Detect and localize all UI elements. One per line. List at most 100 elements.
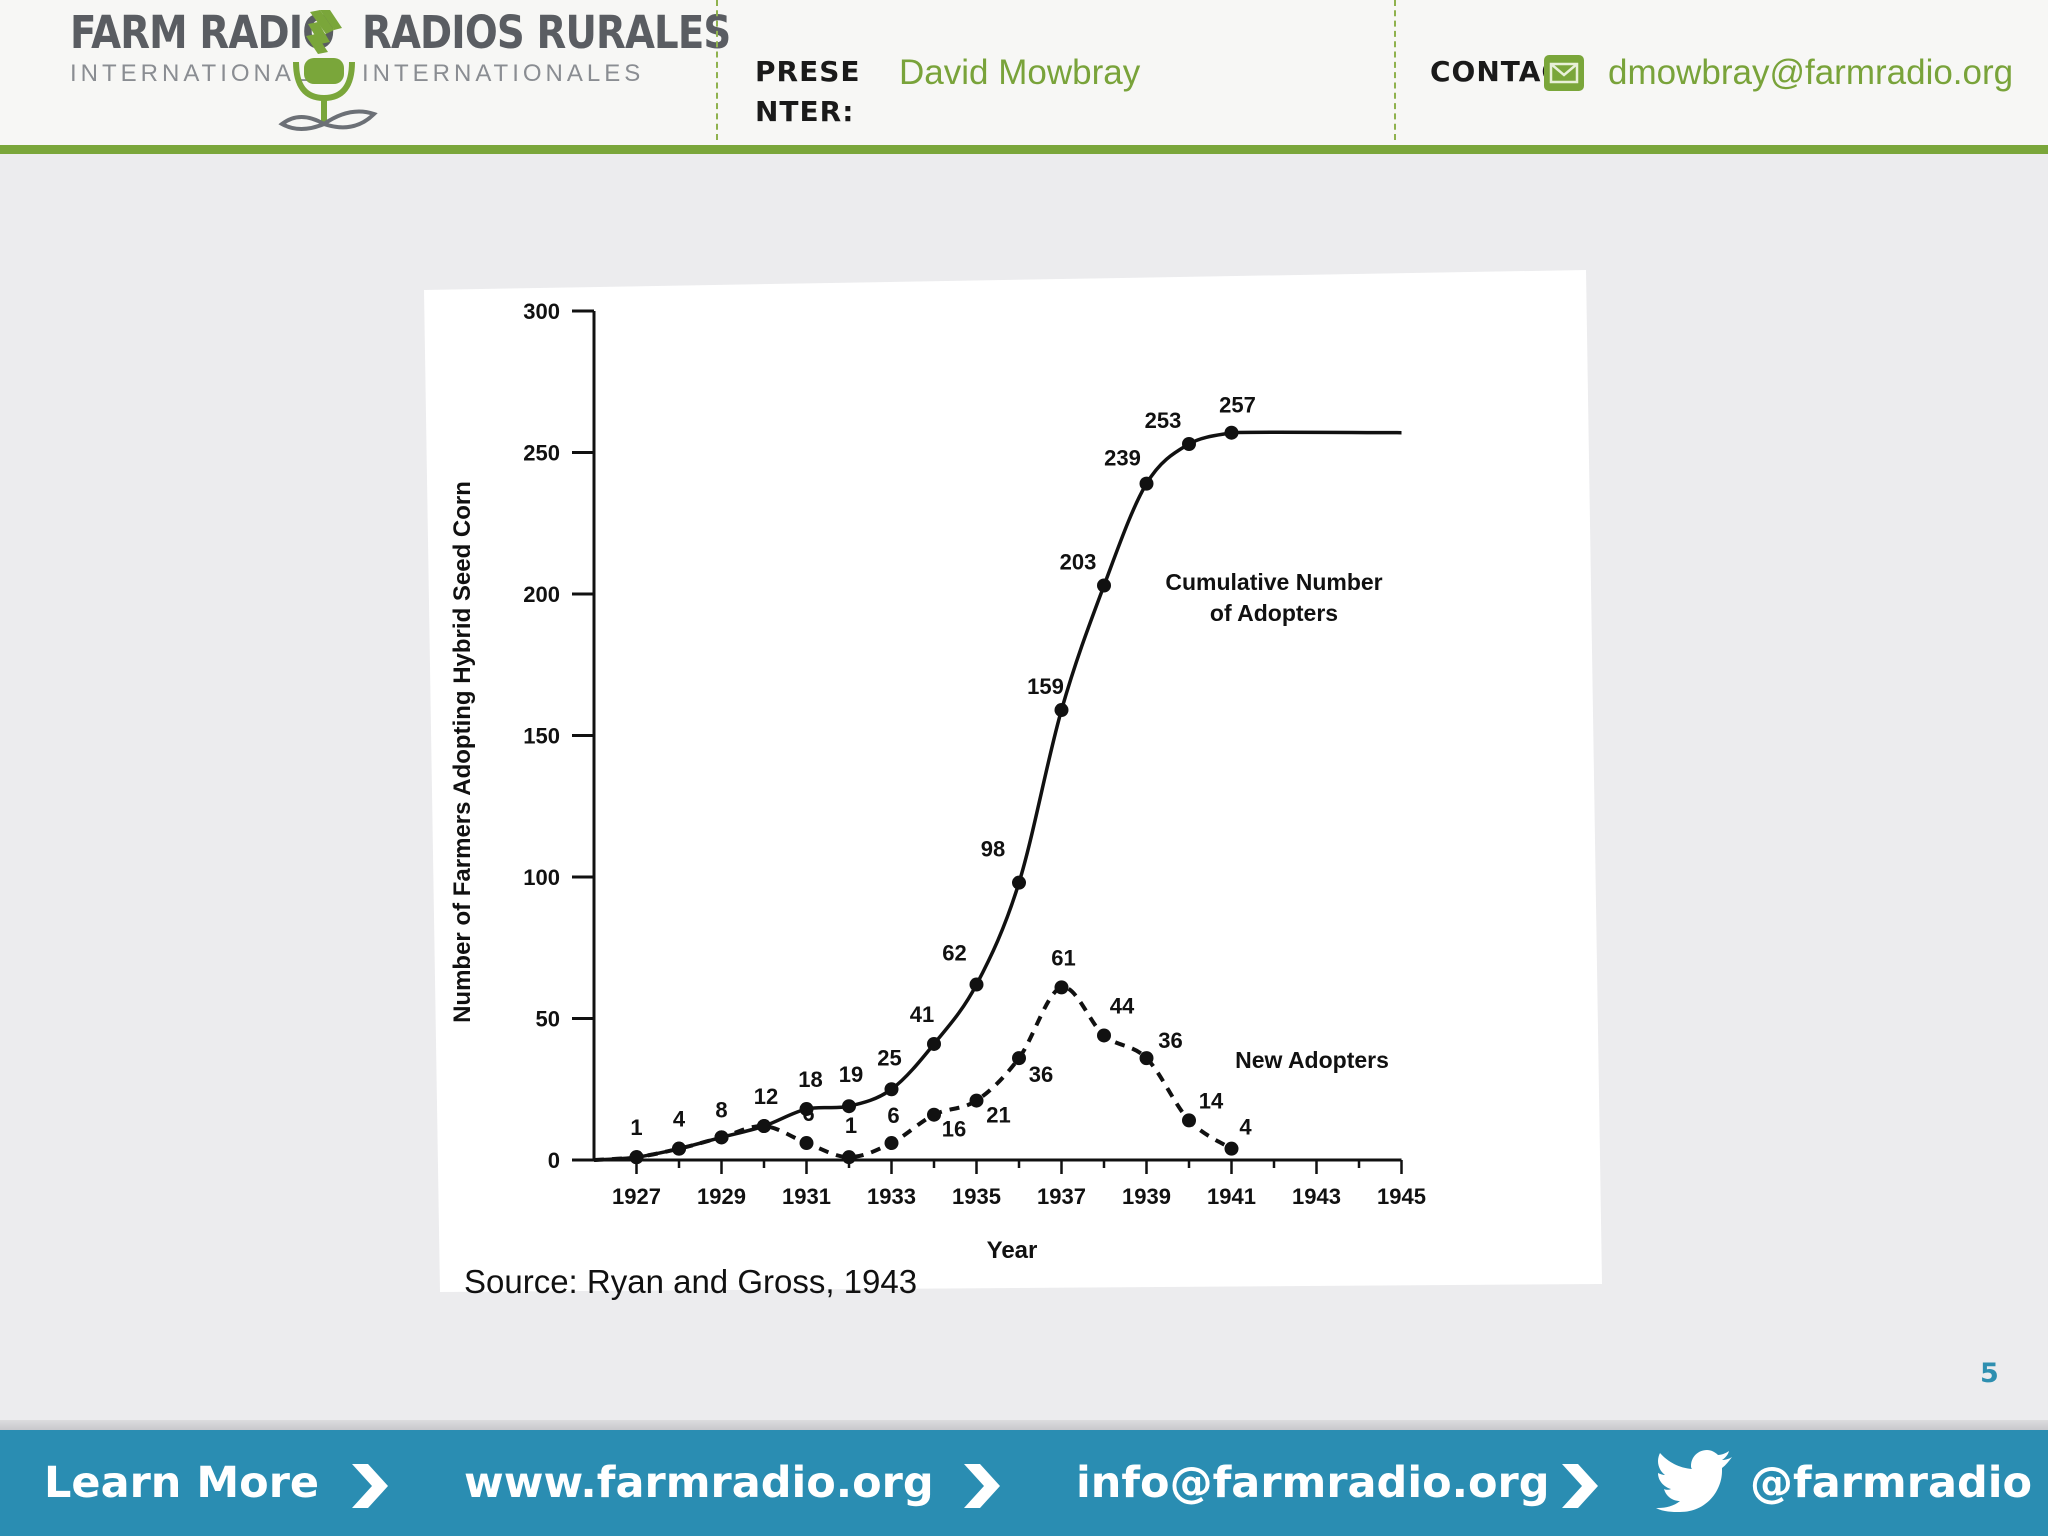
contact-email[interactable]: dmowbray@farmradio.org (1608, 53, 2014, 92)
x-tick-label: 1931 (782, 1184, 831, 1209)
logo-name-english: FARM RADIO (70, 6, 335, 59)
cumulative-point (1097, 578, 1111, 593)
presenter-label: PRESE NTER: (755, 52, 861, 132)
cumulative-point (884, 1082, 899, 1097)
y-axis-label: Number of Farmers Adopting Hybrid Seed C… (449, 481, 476, 1023)
data-label: 61 (1051, 945, 1075, 970)
slide-header: FARM RADIO INTERNATIONAL RADIOS RURALES … (0, 0, 2048, 145)
data-label: 16 (942, 1117, 966, 1142)
cumulative-point (1139, 476, 1154, 491)
header-divider (716, 0, 718, 140)
y-tick-label: 300 (523, 299, 560, 324)
learn-more-label: Learn More (44, 1458, 320, 1508)
header-divider (1394, 0, 1396, 140)
x-tick-label: 1943 (1292, 1184, 1341, 1209)
new-adopters-point (714, 1130, 729, 1145)
chart-points (629, 425, 1239, 1165)
chevron-right-icon (1562, 1464, 1598, 1508)
data-label: 36 (1029, 1062, 1053, 1087)
x-tick-label: 1933 (867, 1184, 916, 1209)
x-tick-label: 1941 (1207, 1184, 1256, 1209)
data-label: 4 (1239, 1115, 1252, 1140)
new-adopters-curve (593, 985, 1233, 1162)
cumulative-point (1054, 703, 1069, 718)
data-label: 44 (1110, 993, 1135, 1018)
y-tick-label: 250 (523, 441, 560, 466)
data-label: 14 (1199, 1088, 1224, 1113)
presenter-name: David Mowbray (899, 53, 1141, 92)
new-adopters-point (1224, 1141, 1239, 1156)
y-tick-label: 0 (548, 1148, 560, 1173)
cumulative-point (927, 1036, 941, 1051)
data-label: 253 (1145, 408, 1182, 433)
new-adopters-point (969, 1093, 984, 1108)
logo-mark-icon (278, 10, 378, 131)
new-adopters-point (1182, 1113, 1196, 1128)
data-label: 1 (845, 1113, 857, 1138)
cumulative-point (799, 1102, 814, 1117)
logo-name-french: RADIOS RURALES (362, 6, 731, 59)
y-tick-label: 150 (523, 724, 560, 749)
y-tick-label: 100 (523, 865, 560, 890)
x-tick-label: 1935 (952, 1184, 1001, 1209)
presenter-label-line1: PRESE (755, 55, 861, 88)
x-axis-label: Year (987, 1237, 1038, 1264)
website-link[interactable]: www.farmradio.org (464, 1458, 934, 1508)
twitter-handle[interactable]: @farmradio (1750, 1458, 2033, 1508)
new-adopters-point (799, 1136, 814, 1151)
new-adopters-point (1139, 1051, 1154, 1066)
data-label: 62 (942, 941, 966, 966)
data-label: 203 (1060, 550, 1097, 575)
data-label: 1 (630, 1115, 642, 1140)
data-label: 6 (887, 1103, 899, 1128)
x-tick-label: 1927 (612, 1184, 661, 1209)
data-label: 98 (981, 837, 1005, 862)
new-adopters-point (884, 1136, 899, 1151)
cumulative-annotation-line1: Cumulative Number (1165, 569, 1382, 595)
x-tick-label: 1939 (1122, 1184, 1171, 1209)
footer-bar: Learn More www.farmradio.org info@farmra… (0, 1430, 2048, 1536)
chart-paper-background (424, 270, 1602, 1292)
data-label: 4 (673, 1107, 686, 1132)
data-label: 12 (754, 1084, 778, 1109)
new-adopters-point (757, 1119, 771, 1134)
y-tick-label: 50 (536, 1007, 560, 1032)
x-tick-label: 1937 (1037, 1184, 1086, 1209)
data-label: 159 (1027, 674, 1064, 699)
new-adopters-point (842, 1150, 856, 1165)
new-adopters-annotation: New Adopters (1235, 1047, 1389, 1073)
data-label: 25 (877, 1045, 901, 1070)
new-adopters-point (927, 1107, 941, 1122)
mail-icon (1544, 55, 1584, 91)
logo-sub-french: INTERNATIONALES (362, 60, 645, 87)
data-label: 6 (802, 1101, 814, 1126)
new-adopters-point (1054, 980, 1069, 995)
data-label: 257 (1219, 393, 1256, 418)
cumulative-point (1012, 875, 1026, 890)
page-number: 5 (1980, 1358, 1999, 1389)
chart-figure: 0 50 100 150 200 250 300 1927 1929 1931 1933 1935 19… (424, 268, 1602, 1292)
contact-label: CONTAC (1430, 55, 1563, 88)
cumulative-point (1224, 425, 1239, 440)
data-label: 18 (798, 1067, 822, 1092)
cumulative-point (969, 977, 984, 992)
new-adopters-point (672, 1141, 686, 1156)
email-link[interactable]: info@farmradio.org (1076, 1458, 1550, 1508)
new-adopters-point (1012, 1051, 1026, 1066)
header-rule (0, 145, 2048, 154)
twitter-bird-icon (1656, 1450, 1732, 1512)
chevron-right-icon (964, 1464, 1000, 1508)
data-label: 239 (1104, 446, 1141, 471)
cumulative-annotation-line2: of Adopters (1210, 600, 1338, 626)
chevron-right-icon (352, 1464, 388, 1508)
cumulative-point (842, 1099, 856, 1114)
x-tick-label: 1929 (697, 1184, 746, 1209)
cumulative-point (1182, 437, 1196, 452)
data-label: 8 (715, 1097, 727, 1122)
data-label: 19 (839, 1062, 863, 1087)
data-label: 21 (986, 1103, 1010, 1128)
x-tick-label: 1945 (1377, 1184, 1426, 1209)
